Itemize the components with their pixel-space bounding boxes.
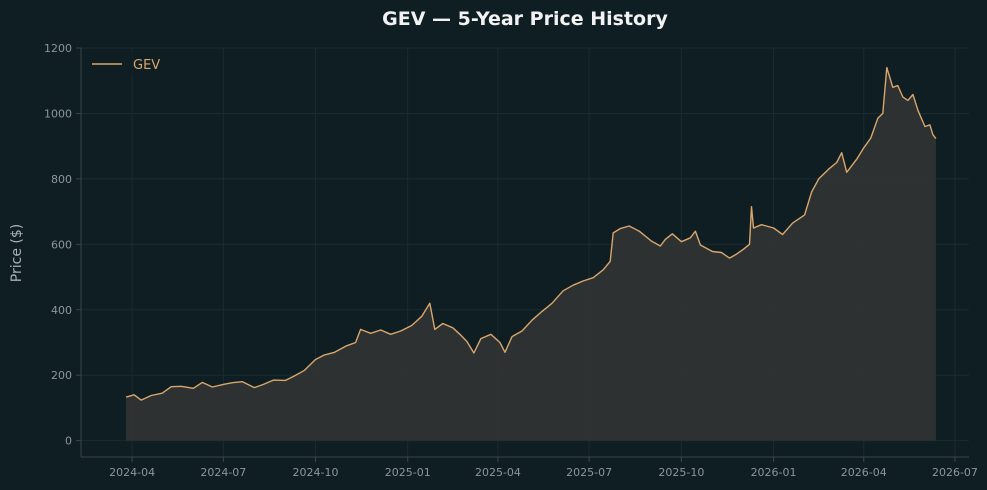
y-axis-label: Price ($) [9,224,25,282]
x-tick-label: 2026-04 [841,466,887,479]
legend-label-gev: GEV [133,58,160,73]
x-tick-label: 2025-10 [658,466,704,479]
x-tick-label: 2025-01 [385,466,431,479]
y-tick-label: 1200 [44,42,72,55]
y-tick-label: 800 [51,173,72,186]
axes [76,47,969,462]
x-tick-label: 2025-07 [566,466,612,479]
y-tick-label: 0 [65,435,72,448]
legend: GEV [84,52,174,76]
y-tick-label: 600 [51,238,72,251]
y-tick-label: 400 [51,304,72,317]
x-tick-label: 2025-04 [475,466,521,479]
tick-labels: 0 200 400 600 800 1000 1200 2024-04 2024-07 2024-… [44,42,978,479]
chart-title: GEV — 5-Year Price History [382,8,668,30]
x-tick-label: 2026-07 [932,466,978,479]
y-tick-label: 1000 [44,107,72,120]
x-tick-label: 2024-07 [200,466,246,479]
x-tick-label: 2026-01 [751,466,797,479]
series-line-gev [125,66,937,401]
x-tick-label: 2024-10 [293,466,339,479]
series-area-gev [126,67,936,441]
y-tick-label: 200 [51,369,72,382]
area-group [125,66,937,441]
x-tick-label: 2024-04 [109,466,155,479]
